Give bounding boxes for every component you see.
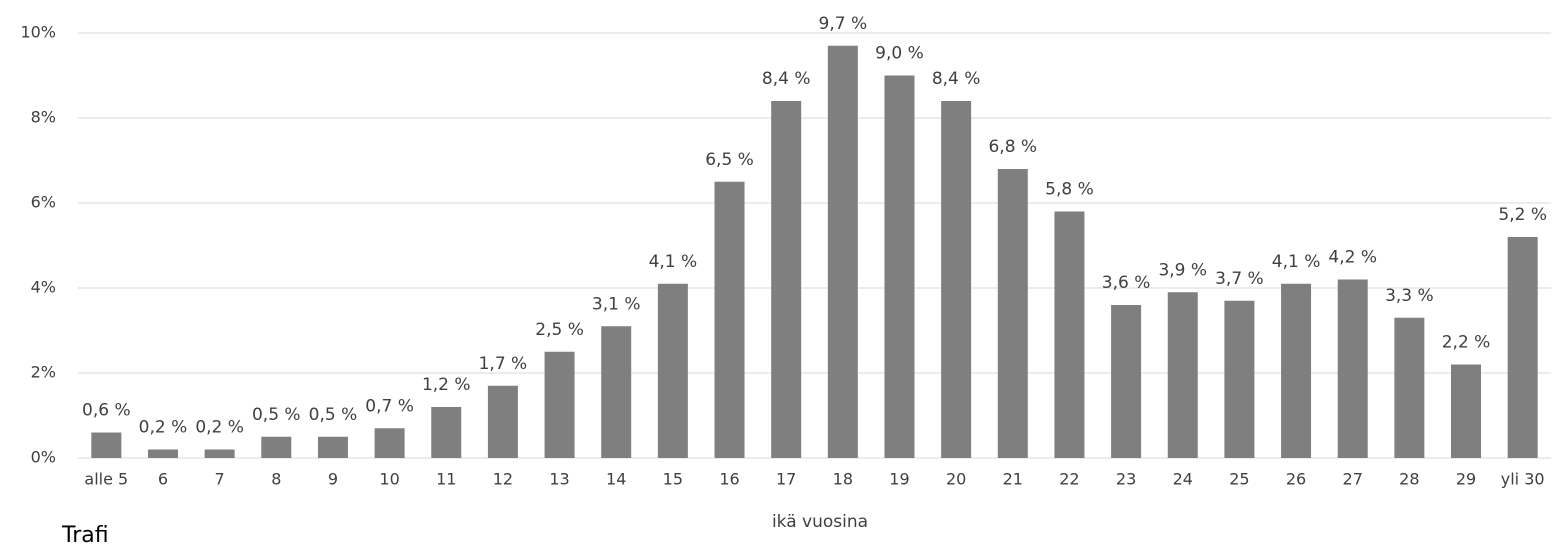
- data-label: 4,1 %: [1272, 252, 1321, 272]
- bar: [997, 169, 1028, 458]
- x-tick-label: yli 30: [1501, 470, 1545, 489]
- bar: [544, 351, 575, 458]
- x-tick-label: 18: [833, 470, 853, 489]
- data-label: 8,4 %: [762, 69, 811, 89]
- x-tick-label: 28: [1399, 470, 1419, 489]
- x-tick-label: 12: [493, 470, 513, 489]
- x-tick-label: 26: [1286, 470, 1306, 489]
- data-label: 6,8 %: [988, 137, 1037, 157]
- data-label: 4,2 %: [1328, 248, 1377, 268]
- bar: [771, 101, 802, 458]
- data-label: 0,7 %: [365, 396, 414, 416]
- bar: [714, 181, 745, 458]
- bar: [317, 436, 348, 458]
- y-tick-label: 6%: [31, 193, 56, 212]
- data-label: 0,2 %: [195, 418, 244, 438]
- data-label: 0,2 %: [139, 418, 188, 438]
- x-tick-label: 6: [158, 470, 168, 489]
- bar: [487, 385, 518, 458]
- x-tick-label: 7: [215, 470, 225, 489]
- x-tick-label: 13: [549, 470, 569, 489]
- x-tick-label: 21: [1003, 470, 1023, 489]
- data-label: 0,5 %: [309, 405, 358, 425]
- x-tick-label: 23: [1116, 470, 1136, 489]
- x-tick-label: 14: [606, 470, 626, 489]
- data-label: 5,8 %: [1045, 180, 1094, 200]
- y-tick-label: 4%: [31, 278, 56, 297]
- bar: [1281, 283, 1312, 458]
- x-tick-label: 24: [1173, 470, 1193, 489]
- bar: [91, 432, 122, 458]
- data-label: 0,5 %: [252, 405, 301, 425]
- bar: [1507, 237, 1538, 458]
- x-tick-label: 22: [1059, 470, 1079, 489]
- data-label: 5,2 %: [1498, 205, 1547, 225]
- x-tick-label: 27: [1343, 470, 1363, 489]
- bar: [374, 428, 405, 458]
- x-tick-label: 11: [436, 470, 456, 489]
- x-tick-label: 8: [271, 470, 281, 489]
- bar: [827, 45, 858, 458]
- data-label: 1,7 %: [479, 354, 528, 374]
- x-tick-label: 25: [1229, 470, 1249, 489]
- x-tick-label: 16: [719, 470, 739, 489]
- data-label: 3,3 %: [1385, 286, 1434, 306]
- data-label: 4,1 %: [649, 252, 698, 272]
- bar: [1337, 279, 1368, 458]
- source: Trafi: [61, 523, 109, 547]
- bar: [261, 436, 292, 458]
- data-label: 3,9 %: [1158, 260, 1207, 280]
- bar: [884, 75, 915, 458]
- bar: [1167, 292, 1198, 458]
- x-tick-label: 20: [946, 470, 966, 489]
- data-label: 0,6 %: [82, 401, 131, 421]
- x-tick-label: 19: [889, 470, 909, 489]
- data-label: 9,0 %: [875, 44, 924, 64]
- bar: [1111, 305, 1142, 458]
- bar: [204, 449, 235, 458]
- data-label: 6,5 %: [705, 150, 754, 170]
- bar: [147, 449, 178, 458]
- bar: [1054, 211, 1085, 458]
- x-tick-label: 9: [328, 470, 338, 489]
- y-tick-label: 0%: [31, 448, 56, 467]
- y-tick-label: 8%: [31, 108, 56, 127]
- y-tick-label: 10%: [20, 23, 56, 42]
- x-tick-label: alle 5: [84, 470, 128, 489]
- bar: [1451, 364, 1482, 458]
- bar: [1394, 317, 1425, 458]
- x-tick-label: 15: [663, 470, 683, 489]
- data-label: 8,4 %: [932, 69, 981, 89]
- data-label: 3,1 %: [592, 294, 641, 314]
- y-tick-label: 2%: [31, 363, 56, 382]
- data-label: 9,7 %: [819, 14, 868, 34]
- x-axis-label: ikä vuosina: [772, 512, 868, 532]
- data-label: 2,2 %: [1442, 333, 1491, 353]
- data-label: 1,2 %: [422, 375, 471, 395]
- data-label: 2,5 %: [535, 320, 584, 340]
- data-label: 3,7 %: [1215, 269, 1264, 289]
- bar: [431, 407, 462, 458]
- x-tick-label: 17: [776, 470, 796, 489]
- data-label: 3,6 %: [1102, 273, 1151, 293]
- bar: [601, 326, 632, 458]
- bar: [1224, 300, 1255, 458]
- bar: [941, 101, 972, 458]
- bar: [657, 283, 688, 458]
- x-tick-label: 29: [1456, 470, 1476, 489]
- x-tick-label: 10: [379, 470, 399, 489]
